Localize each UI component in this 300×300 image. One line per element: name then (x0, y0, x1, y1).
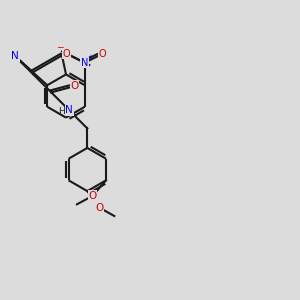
Text: O: O (88, 191, 97, 201)
Text: O: O (95, 202, 103, 213)
Text: N: N (65, 105, 73, 116)
Text: N: N (81, 58, 88, 68)
Text: −: − (56, 43, 64, 52)
Text: H: H (58, 107, 64, 116)
Text: O: O (99, 49, 106, 59)
Text: O: O (63, 49, 70, 59)
Text: +: + (88, 54, 94, 60)
Text: N: N (11, 51, 19, 61)
Text: O: O (70, 81, 79, 91)
